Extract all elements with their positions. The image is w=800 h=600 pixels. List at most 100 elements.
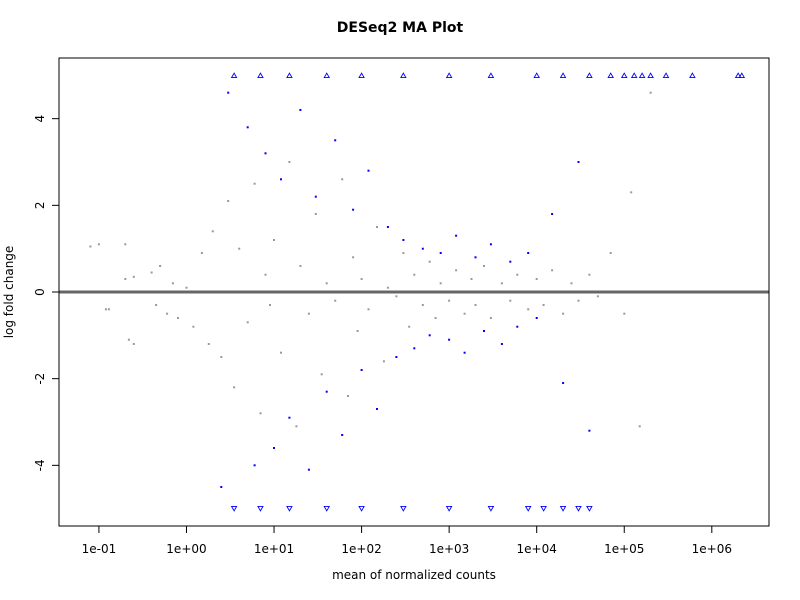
- data-point-gray: [562, 312, 565, 315]
- data-point-gray: [402, 252, 405, 254]
- y-tick-label: -4: [33, 459, 47, 471]
- data-point-gray: [474, 304, 477, 306]
- data-point-gray: [509, 299, 512, 302]
- data-point-gray: [516, 273, 519, 276]
- data-point-gray: [489, 317, 492, 319]
- data-point-blue: [577, 161, 580, 163]
- data-point-gray: [238, 247, 241, 250]
- data-point-blue: [376, 408, 378, 410]
- data-point-gray: [253, 182, 256, 185]
- data-point-blue: [220, 486, 223, 488]
- data-point-gray: [220, 356, 223, 358]
- data-point-gray: [535, 278, 538, 280]
- data-point-gray: [295, 425, 298, 428]
- data-point-gray: [97, 243, 100, 246]
- data-point-blue: [314, 195, 317, 198]
- data-point-gray: [470, 278, 473, 280]
- data-point-gray: [269, 304, 271, 306]
- data-point-blue: [288, 416, 291, 419]
- data-point-gray: [132, 343, 135, 345]
- clipped-marker-up: [638, 72, 646, 78]
- chart-title: DESeq2 MA Plot: [336, 20, 464, 36]
- data-point-blue: [227, 91, 230, 94]
- data-point-gray: [638, 425, 641, 428]
- clipped-marker-up: [689, 72, 696, 78]
- clipped-marker-down: [575, 506, 582, 512]
- x-axis: 1e-01 1e+00 1e+01 1e+02 1e+03 1e+04 1e+05 1e+06: [82, 525, 732, 556]
- data-point-gray: [132, 275, 135, 278]
- data-point-gray: [124, 243, 127, 246]
- data-point-blue: [352, 208, 355, 211]
- data-point-gray: [288, 161, 291, 163]
- clipped-marker-down: [540, 506, 547, 512]
- data-point-gray: [352, 256, 355, 259]
- data-point-gray: [434, 317, 437, 319]
- clipped-marker-up: [323, 72, 331, 78]
- clipped-marker-up: [358, 72, 365, 78]
- data-point-blue: [455, 234, 458, 237]
- data-point-gray: [448, 299, 451, 302]
- x-tick-label: 1e-01: [82, 542, 117, 556]
- data-point-gray: [177, 317, 179, 319]
- y-tick-label: 4: [33, 115, 47, 123]
- clipped-marker-down: [400, 506, 407, 512]
- data-point-blue: [280, 178, 282, 181]
- clipped-marker-down: [358, 506, 365, 512]
- data-point-gray: [386, 286, 389, 289]
- data-point-gray: [227, 200, 230, 202]
- data-point-gray: [299, 265, 302, 267]
- data-point-blue: [299, 109, 302, 111]
- data-point-gray: [273, 239, 275, 241]
- data-point-blue: [367, 169, 370, 172]
- data-point-gray: [455, 269, 458, 272]
- data-point-gray: [155, 304, 158, 306]
- data-point-gray: [307, 312, 310, 315]
- data-point-gray: [463, 312, 466, 315]
- data-point-gray: [630, 191, 633, 194]
- data-point-blue: [334, 139, 337, 142]
- clipped-marker-up: [607, 72, 614, 78]
- data-point-gray: [649, 91, 652, 94]
- data-point-blue: [307, 468, 310, 471]
- data-point-gray: [413, 273, 416, 276]
- data-point-gray: [207, 343, 210, 345]
- data-point-gray: [150, 271, 153, 274]
- data-point-gray: [264, 273, 267, 276]
- data-point-gray: [360, 278, 363, 280]
- x-tick-label: 1e+01: [254, 542, 294, 556]
- data-point-gray: [104, 308, 107, 311]
- data-point-gray: [439, 282, 442, 285]
- data-point-gray: [428, 260, 431, 263]
- data-point-gray: [347, 395, 349, 397]
- data-point-gray: [89, 245, 92, 248]
- data-point-gray: [609, 252, 612, 254]
- data-point-blue: [325, 390, 328, 393]
- data-point-gray: [334, 299, 337, 302]
- clipped-marker-up: [630, 72, 638, 78]
- clipped-marker-down: [586, 506, 593, 512]
- clipped-markers: [230, 72, 746, 512]
- data-point-blue: [516, 325, 519, 328]
- data-point-gray: [314, 213, 317, 215]
- data-point-gray: [192, 325, 195, 328]
- data-point-gray: [159, 265, 162, 267]
- data-point-gray: [280, 351, 282, 354]
- data-point-gray: [166, 312, 169, 315]
- data-point-blue: [562, 382, 565, 384]
- clipped-marker-down: [323, 506, 331, 512]
- data-point-blue: [253, 464, 256, 467]
- data-point-gray: [570, 282, 573, 285]
- clipped-marker-up: [257, 72, 264, 78]
- clipped-marker-up: [662, 72, 670, 78]
- data-point-blue: [483, 330, 485, 332]
- y-axis: -4 -2 0 2 4: [33, 115, 60, 471]
- clipped-marker-up: [647, 72, 654, 78]
- data-point-gray: [246, 321, 249, 324]
- data-point-gray: [577, 299, 580, 302]
- x-tick-label: 1e+02: [341, 542, 381, 556]
- clipped-marker-up: [586, 72, 593, 78]
- data-point-gray: [527, 308, 530, 311]
- x-tick-label: 1e+04: [517, 542, 557, 556]
- clipped-marker-down: [559, 506, 567, 512]
- data-point-blue: [527, 252, 530, 254]
